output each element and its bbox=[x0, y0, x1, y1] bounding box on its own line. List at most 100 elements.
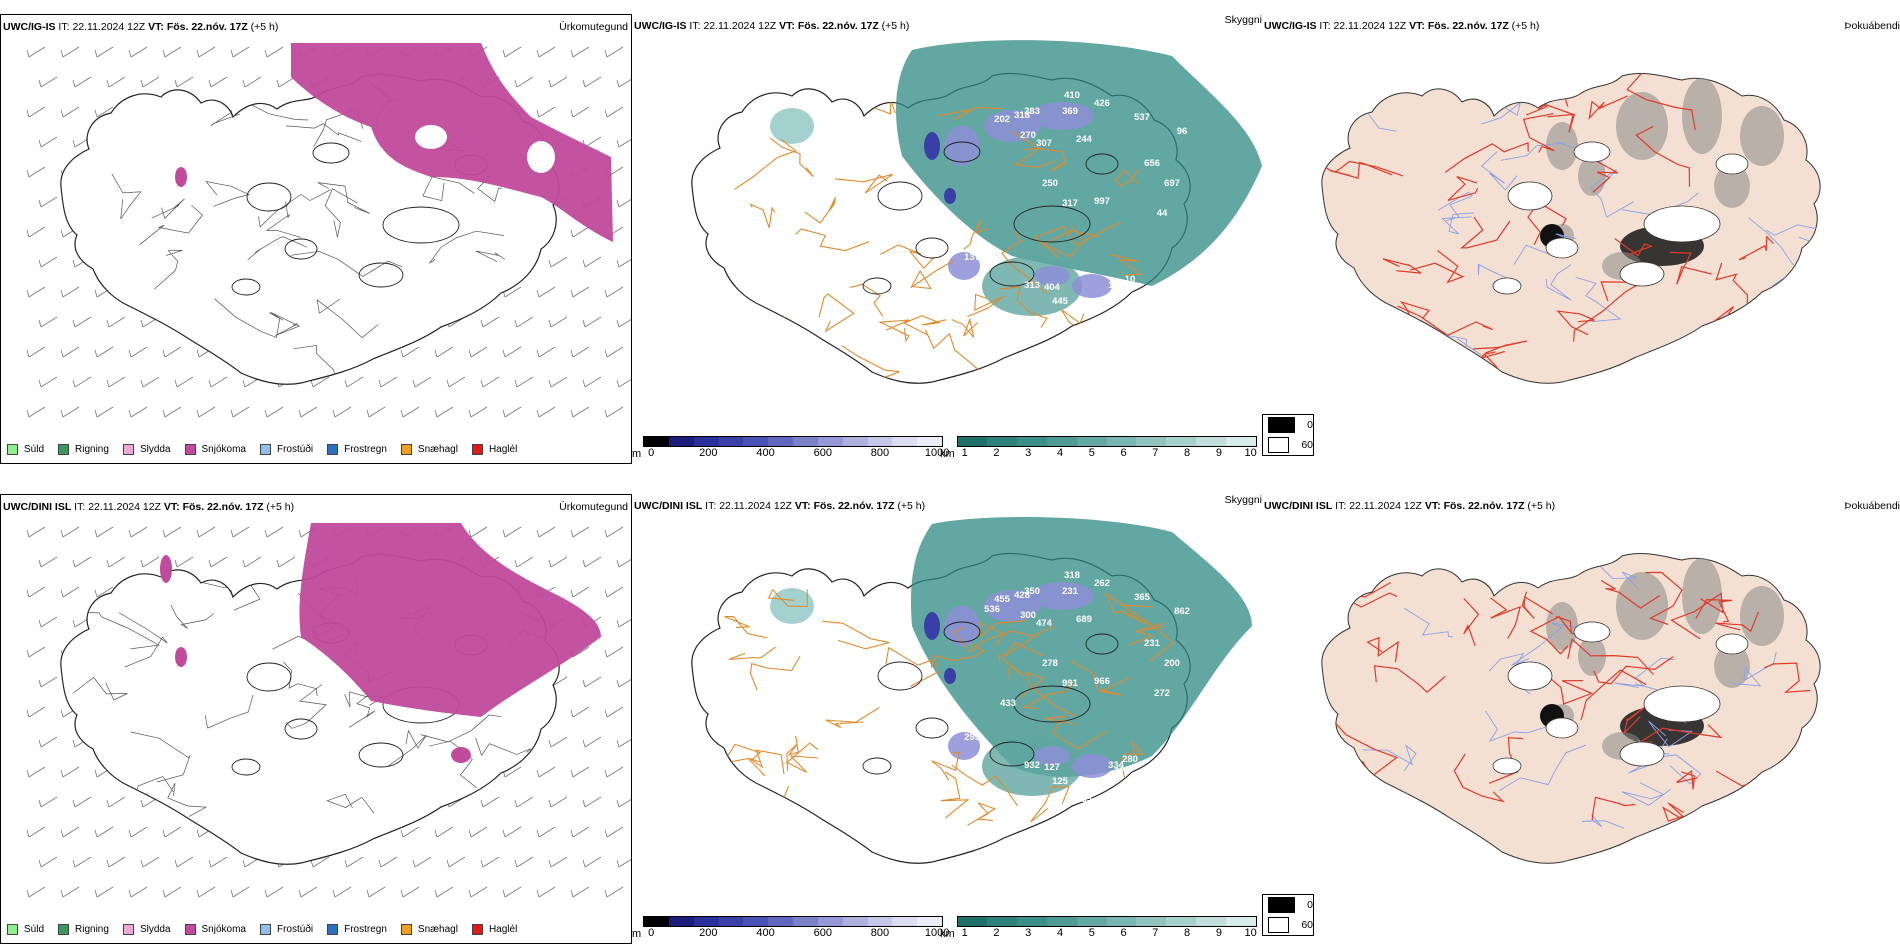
wind-barb bbox=[310, 856, 330, 868]
glacier-outline bbox=[358, 742, 404, 768]
low-visibility-area bbox=[770, 108, 814, 144]
fog-index-area bbox=[1616, 572, 1668, 640]
glacier-outline bbox=[382, 206, 460, 244]
legend-item: Frostregn bbox=[327, 444, 387, 455]
low-cloud-base-area bbox=[944, 126, 980, 166]
wind-barb bbox=[548, 736, 568, 748]
legend-swatch bbox=[400, 924, 412, 935]
road-line bbox=[1488, 736, 1524, 784]
glacier-outline bbox=[1619, 741, 1665, 767]
panel-title: Skyggni bbox=[1224, 14, 1262, 26]
cloud-base-value: 272 bbox=[1154, 688, 1170, 699]
wind-barb bbox=[276, 76, 296, 88]
cloud-base-value: 365 bbox=[1134, 592, 1151, 603]
colorbar-tick: 600 bbox=[813, 447, 832, 459]
wind-barb bbox=[434, 406, 454, 418]
wind-barb bbox=[548, 796, 568, 808]
wind-barb bbox=[106, 376, 126, 388]
wind-barb bbox=[536, 826, 556, 838]
colorbar-tick: 10 bbox=[1244, 927, 1257, 939]
low-cloud-base-area bbox=[1034, 746, 1070, 766]
legend-label: Rigning bbox=[75, 444, 109, 455]
wind-barb bbox=[208, 856, 228, 868]
wind-barb bbox=[174, 376, 194, 388]
wind-barb bbox=[502, 526, 522, 538]
cloud-base-value: 862 bbox=[1174, 606, 1190, 617]
road-line bbox=[1499, 744, 1587, 791]
wind-barb bbox=[94, 586, 114, 598]
wind-barb bbox=[502, 406, 522, 418]
road-line bbox=[1715, 611, 1760, 633]
road-line bbox=[1695, 598, 1732, 623]
vt-label: VT: bbox=[148, 21, 164, 33]
wind-barb bbox=[604, 766, 624, 778]
road-line bbox=[822, 620, 890, 650]
wind-barb bbox=[604, 646, 624, 658]
road-line bbox=[1567, 638, 1654, 675]
wind-barb bbox=[570, 526, 590, 538]
vt-value: Fös. 22.nóv. 17Z bbox=[1443, 500, 1525, 512]
wind-barb bbox=[514, 316, 534, 328]
cloud-base-value: 433 bbox=[1000, 698, 1016, 709]
wind-barb bbox=[616, 319, 631, 328]
it-label: IT: bbox=[689, 20, 701, 32]
visibility-colorbar: km 1 2 3 4 5 6 7 8 9 10 bbox=[940, 916, 1257, 940]
low-cloud-base-area bbox=[1030, 102, 1094, 130]
colorbar-step bbox=[892, 917, 918, 926]
fog-key-label: 60 bbox=[1301, 439, 1313, 451]
road-line bbox=[387, 729, 427, 767]
wind-barb bbox=[570, 406, 590, 418]
low-cloud-base-area bbox=[924, 612, 940, 640]
road-line bbox=[205, 180, 250, 207]
fog-key-label: 0 bbox=[1307, 899, 1313, 911]
road-line bbox=[1662, 802, 1691, 825]
wind-barb bbox=[230, 46, 250, 58]
legend-label: Haglél bbox=[488, 444, 518, 455]
legend-label: Rigning bbox=[75, 924, 109, 935]
glacier-outline bbox=[1715, 633, 1749, 655]
fog-index-area bbox=[1546, 602, 1578, 650]
fog-index-area bbox=[1714, 644, 1750, 688]
wind-barb bbox=[514, 856, 534, 868]
colorbar-step bbox=[793, 437, 818, 446]
wind-barb bbox=[106, 856, 126, 868]
colorbar-tick: 5 bbox=[1088, 447, 1095, 459]
road-line bbox=[786, 735, 799, 771]
panel-title: Þokuábendi bbox=[1844, 500, 1900, 512]
cloud-base-value: 697 bbox=[1164, 178, 1180, 189]
legend-item: Súld bbox=[7, 444, 44, 455]
road-line bbox=[85, 612, 160, 650]
road-line bbox=[205, 694, 254, 729]
legend-label: Slydda bbox=[139, 444, 171, 455]
vt-label: VT: bbox=[1424, 500, 1441, 512]
wind-barb bbox=[582, 736, 602, 748]
cloud-base-value: 350 bbox=[1024, 586, 1040, 597]
road-line bbox=[1669, 251, 1712, 285]
wind-barb bbox=[140, 856, 160, 868]
lead-time: (+5 h) bbox=[1511, 20, 1540, 32]
precip-type-legend: Súld Rigning Slydda Snjókoma Frostúði Frostre… bbox=[1, 924, 631, 935]
glacier-outline bbox=[358, 262, 404, 288]
legend-swatch bbox=[7, 444, 18, 455]
low-cloud-base-area bbox=[924, 132, 940, 160]
road-line bbox=[1720, 311, 1787, 372]
wind-barb bbox=[242, 76, 262, 88]
cloud-base-value: 410 bbox=[1064, 90, 1080, 101]
cloud-base-value: 96 bbox=[1177, 126, 1188, 137]
road-line bbox=[1500, 141, 1584, 161]
legend-item: Súld bbox=[7, 924, 44, 935]
colorbar-tick: 3 bbox=[1025, 927, 1032, 939]
road-line bbox=[749, 203, 776, 228]
lead-time: (+5 h) bbox=[250, 21, 279, 33]
road-line bbox=[1019, 671, 1077, 717]
row-1-fog-header: UWC/IG-IS IT: 22.11.2024 12Z VT: Fös. 22… bbox=[1262, 14, 1900, 38]
fog-key-swatch bbox=[1268, 437, 1290, 453]
wind-barb bbox=[604, 526, 624, 538]
road-line bbox=[1437, 191, 1474, 222]
vt-label: VT: bbox=[779, 20, 795, 32]
road-line bbox=[804, 196, 837, 224]
glacier-outline bbox=[943, 621, 981, 643]
lead-time: (+5 h) bbox=[266, 501, 295, 513]
legend-swatch bbox=[259, 444, 271, 455]
